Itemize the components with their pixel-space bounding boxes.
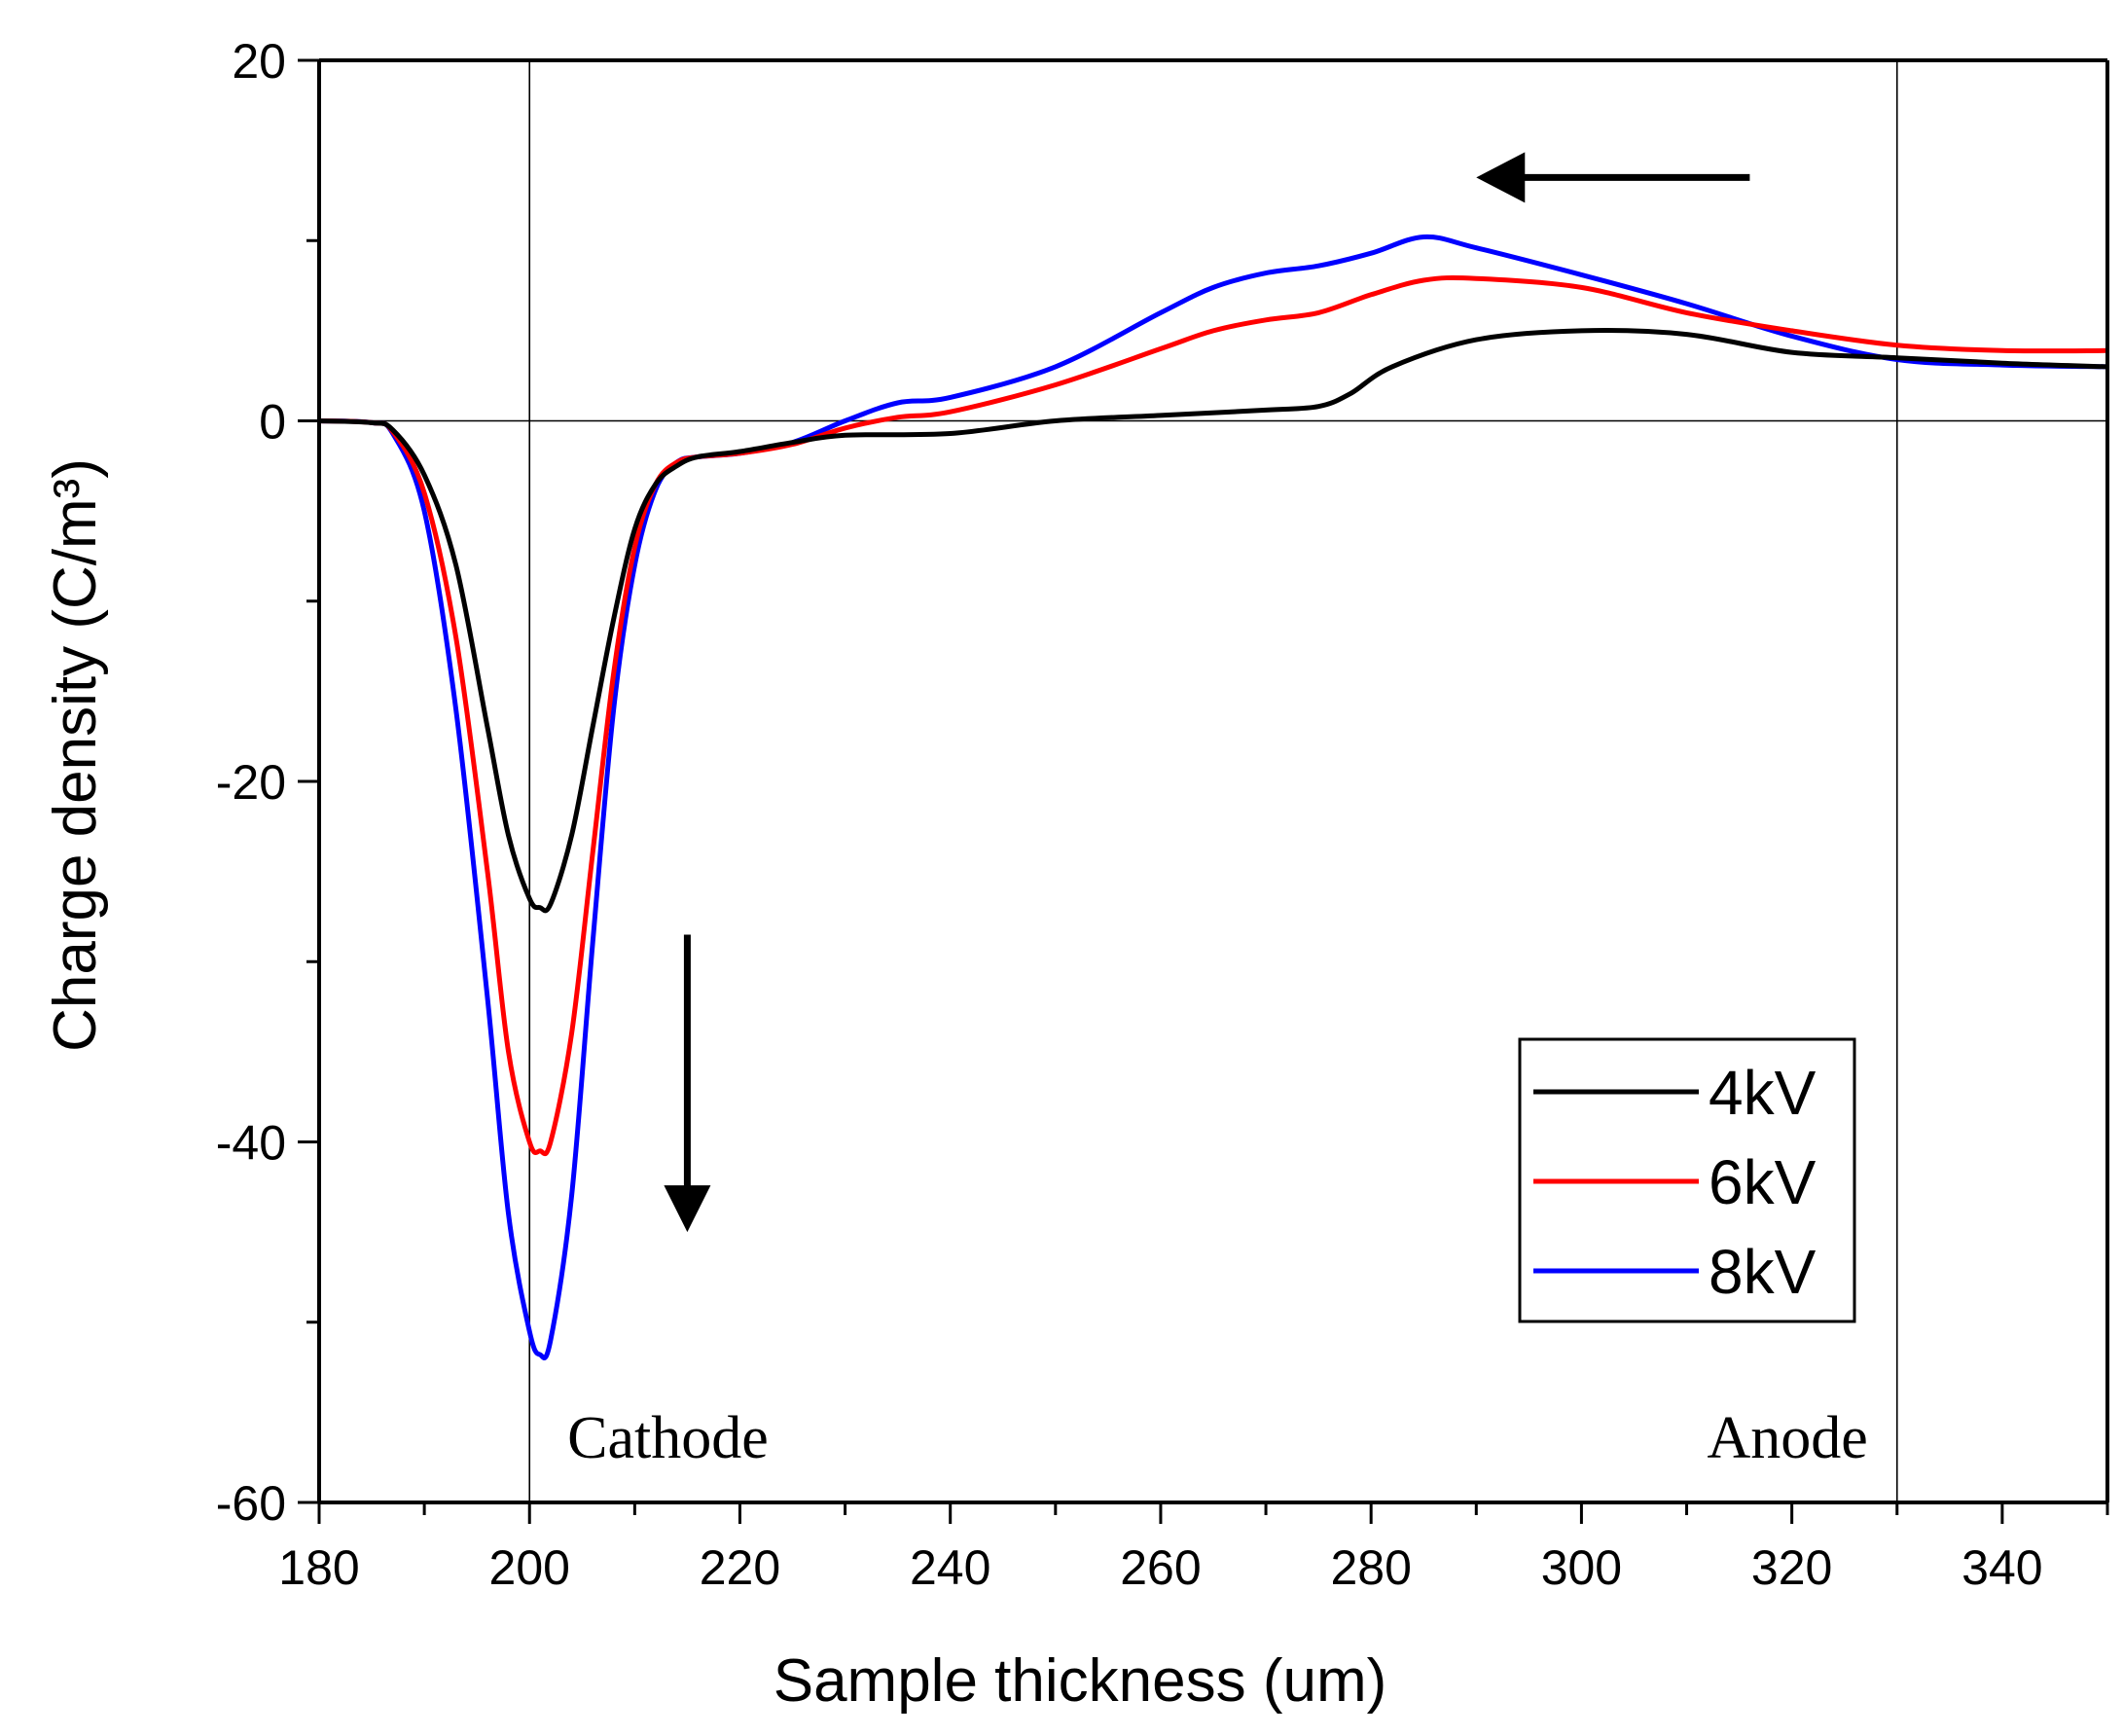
x-axis-ticks: 180 200 220 240 260 280 300 320 340 bbox=[278, 1502, 2109, 1595]
y-tick-label: -60 bbox=[216, 1476, 286, 1531]
x-tick-label: 300 bbox=[1541, 1540, 1622, 1595]
legend-label-4kV: 4kV bbox=[1709, 1058, 1817, 1128]
x-tick-label: 280 bbox=[1330, 1540, 1411, 1595]
y-tick-label: 20 bbox=[232, 34, 286, 89]
x-tick-label: 260 bbox=[1120, 1540, 1201, 1595]
y-tick-label: -40 bbox=[216, 1116, 286, 1171]
series-line-4kV bbox=[318, 328, 2108, 914]
y-axis-title: Charge density (C/m³) bbox=[42, 458, 109, 1052]
y-tick-label: -20 bbox=[216, 755, 286, 810]
axes: 180 200 220 240 260 280 300 320 340 200-20-40-60 bbox=[216, 34, 2109, 1595]
arrow-down bbox=[664, 934, 711, 1233]
y-axis-ticks: 20 0 -20 -40 -60 bbox=[216, 34, 319, 1531]
annotation-anode: Anode bbox=[1707, 1405, 1867, 1471]
x-tick-label: 180 bbox=[278, 1540, 359, 1595]
reference-lines bbox=[319, 60, 2107, 1502]
series-layer bbox=[318, 234, 2108, 1360]
legend: 4kV 6kV 8kV bbox=[1518, 1037, 1856, 1323]
y-tick-label: 0 bbox=[259, 395, 286, 450]
x-tick-label: 220 bbox=[700, 1540, 780, 1595]
x-tick-label: 240 bbox=[910, 1540, 990, 1595]
annotation-cathode: Cathode bbox=[567, 1405, 769, 1471]
x-tick-label: 200 bbox=[489, 1540, 570, 1595]
annotations: Cathode Anode bbox=[567, 1405, 1868, 1471]
x-tick-label: 340 bbox=[1961, 1540, 2042, 1595]
legend-label-6kV: 6kV bbox=[1709, 1147, 1817, 1217]
arrows bbox=[664, 152, 1750, 1233]
arrow-head bbox=[1476, 152, 1526, 203]
arrow-left bbox=[1476, 152, 1750, 203]
x-axis-title: Sample thickness (um) bbox=[774, 1647, 1387, 1715]
legend-label-8kV: 8kV bbox=[1709, 1237, 1817, 1307]
arrow-head bbox=[664, 1185, 711, 1233]
x-tick-label: 320 bbox=[1751, 1540, 1832, 1595]
